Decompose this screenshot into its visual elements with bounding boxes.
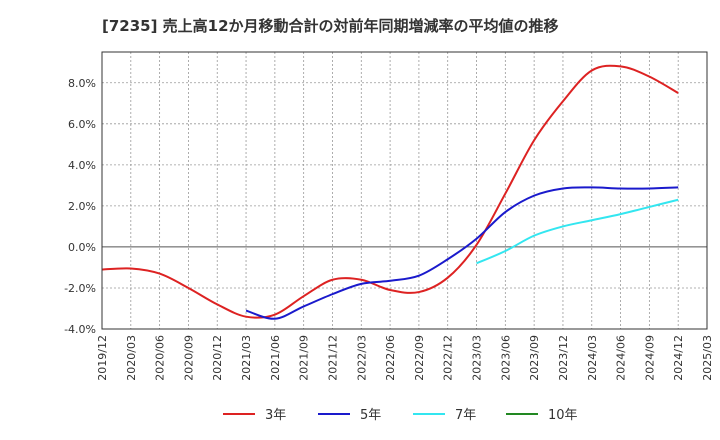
x-tick-label: 2020/09	[182, 335, 195, 381]
legend-label: 5年	[360, 408, 381, 423]
legend: 3年 5年 7年 10年	[223, 408, 578, 423]
y-tick-label: 2.0%	[68, 200, 96, 213]
legend-label: 7年	[455, 408, 476, 423]
x-tick-label: 2023/06	[499, 335, 512, 381]
x-tick-label: 2023/12	[557, 335, 570, 381]
x-tick-label: 2025/03	[701, 335, 714, 381]
x-tick-label: 2022/06	[384, 335, 397, 381]
y-axis-ticks: -4.0% -2.0% 0.0% 2.0% 4.0% 6.0% 8.0%	[64, 77, 96, 336]
y-tick-label: -2.0%	[64, 282, 96, 295]
y-tick-label: 6.0%	[68, 118, 96, 131]
y-tick-label: -4.0%	[64, 323, 96, 336]
plot-frame	[101, 51, 708, 330]
y-tick-label: 4.0%	[68, 159, 96, 172]
y-tick-label: 0.0%	[68, 241, 96, 254]
x-tick-label: 2020/12	[211, 335, 224, 381]
x-tick-label: 2024/09	[643, 335, 656, 381]
x-tick-label: 2022/03	[355, 335, 368, 381]
legend-label: 10年	[548, 408, 578, 423]
series-line-1	[245, 186, 679, 320]
x-tick-label: 2021/06	[269, 335, 282, 381]
x-tick-label: 2024/06	[615, 335, 628, 381]
x-tick-label: 2024/12	[672, 335, 685, 381]
x-tick-label: 2021/09	[298, 335, 311, 381]
x-tick-label: 2022/12	[442, 335, 455, 381]
x-tick-label: 2022/09	[413, 335, 426, 381]
y-tick-label: 8.0%	[68, 77, 96, 90]
x-tick-label: 2020/06	[154, 335, 167, 381]
series-lines	[101, 64, 679, 320]
x-tick-label: 2019/12	[96, 335, 109, 381]
x-axis-ticks: 2019/12 2020/03 2020/06 2020/09 2020/12 2021/…	[96, 335, 714, 381]
chart-title: [7235] 売上高12か月移動合計の対前年同期増減率の平均値の推移	[102, 17, 559, 35]
legend-label: 3年	[265, 408, 286, 423]
series-line-0	[101, 64, 679, 319]
series-line-2	[476, 198, 679, 265]
x-tick-label: 2023/09	[528, 335, 541, 381]
plot-area	[102, 52, 707, 329]
x-tick-label: 2020/03	[125, 335, 138, 381]
x-tick-label: 2023/03	[471, 335, 484, 381]
x-tick-label: 2021/12	[326, 335, 339, 381]
x-tick-label: 2021/03	[240, 335, 253, 381]
x-tick-label: 2024/03	[586, 335, 599, 381]
